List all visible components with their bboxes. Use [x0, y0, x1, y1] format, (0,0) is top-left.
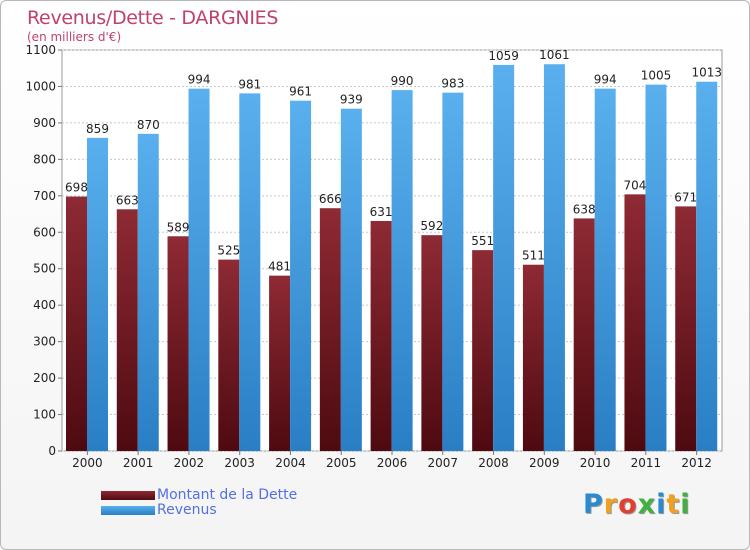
bar-debt: [66, 196, 87, 451]
data-label-revenus: 1005: [641, 69, 672, 83]
data-label-revenus: 1059: [488, 49, 519, 63]
bar-revenus: [696, 81, 718, 451]
chart-title: Revenus/Dette - DARGNIES: [27, 7, 279, 29]
y-tick-label: 500: [33, 262, 56, 276]
bar-debt: [421, 235, 443, 451]
data-label-debt: 511: [522, 249, 545, 263]
legend-label-debt: Montant de la Dette: [157, 487, 298, 503]
logo-letter: x: [637, 489, 657, 520]
bar-revenus: [391, 90, 413, 451]
data-label-debt: 631: [370, 205, 393, 219]
bars: [66, 64, 718, 452]
x-tick-label: 2010: [580, 456, 611, 470]
chart-subtitle: (en milliers d'€): [27, 30, 122, 44]
y-tick-label: 200: [33, 371, 56, 385]
y-tick-label: 600: [33, 225, 56, 239]
bar-debt: [624, 194, 646, 452]
x-tick-label: 2011: [631, 456, 662, 470]
data-labels: 698 859 663 870 589 994 525 981 481 961 666 939 631 9…: [65, 48, 722, 273]
y-tick-label: 300: [33, 335, 56, 349]
legend-swatch-revenus: [101, 506, 155, 515]
data-label-debt: 551: [471, 234, 494, 248]
data-label-debt: 638: [573, 202, 596, 216]
proxiti-logo: Proxiti: [583, 489, 691, 520]
bar-debt: [319, 208, 341, 451]
legend-label-revenus: Revenus: [157, 502, 217, 518]
y-axis: 0 100 200 300 400 500 600 700 800 900 1000 1100: [25, 43, 62, 458]
data-label-revenus: 1013: [691, 66, 722, 80]
y-tick-label: 1000: [25, 79, 56, 93]
bar-debt: [167, 236, 189, 451]
data-label-revenus: 859: [86, 122, 109, 136]
bar-debt: [573, 218, 595, 451]
data-label-debt: 589: [167, 220, 190, 234]
x-tick-label: 2009: [529, 456, 560, 470]
x-tick-label: 2004: [275, 456, 306, 470]
y-tick-label: 700: [33, 189, 56, 203]
logo-letter: r: [603, 489, 619, 520]
bar-revenus: [493, 64, 515, 452]
bar-revenus: [594, 88, 616, 451]
data-label-debt: 704: [624, 178, 647, 192]
data-label-debt: 663: [116, 193, 139, 207]
x-tick-label: 2012: [681, 456, 712, 470]
y-tick-label: 900: [33, 116, 56, 130]
data-label-revenus: 981: [238, 77, 261, 91]
x-tick-label: 2002: [174, 456, 205, 470]
y-tick-label: 400: [33, 298, 56, 312]
bar-debt: [370, 220, 392, 451]
bar-revenus: [87, 137, 108, 451]
bar-revenus: [137, 133, 159, 451]
bar-revenus: [290, 100, 312, 452]
bar-revenus: [645, 84, 667, 451]
logo-letter: i: [656, 489, 667, 520]
data-label-debt: 671: [674, 190, 697, 204]
x-tick-label: 2000: [72, 456, 103, 470]
data-label-revenus: 983: [441, 77, 464, 91]
x-tick-label: 2003: [224, 456, 255, 470]
logo-letter: t: [666, 489, 681, 520]
y-tick-label: 800: [33, 152, 56, 166]
logo-letter: i: [680, 489, 691, 520]
data-label-revenus: 939: [340, 93, 363, 107]
bar-debt: [269, 275, 291, 451]
data-label-debt: 698: [65, 181, 88, 195]
bar-debt: [472, 250, 494, 451]
bar-revenus: [442, 92, 464, 451]
data-label-debt: 481: [268, 260, 291, 274]
data-label-debt: 666: [319, 192, 342, 206]
data-label-revenus: 870: [137, 118, 160, 132]
x-tick-label: 2007: [427, 456, 458, 470]
legend-swatch-debt: [101, 491, 155, 500]
bar-revenus: [239, 93, 261, 451]
data-label-revenus: 1061: [539, 48, 570, 62]
bar-debt: [675, 206, 697, 451]
bar-debt: [522, 264, 544, 451]
y-tick-label: 0: [48, 444, 56, 458]
bar-debt: [218, 259, 240, 451]
data-label-debt: 592: [420, 219, 443, 233]
data-label-revenus: 961: [289, 85, 312, 99]
data-label-revenus: 990: [391, 74, 414, 88]
x-tick-label: 2001: [123, 456, 154, 470]
data-label-revenus: 994: [594, 73, 617, 87]
logo-letter: P: [583, 489, 604, 520]
bar-debt: [116, 209, 138, 451]
x-axis: 2000 2001 2002 2003 2004 2005 2006 2007 2008 2009…: [72, 451, 712, 470]
bar-revenus: [340, 108, 362, 451]
bar-revenus: [543, 64, 565, 451]
data-label-debt: 525: [217, 244, 240, 258]
data-label-revenus: 994: [188, 73, 211, 87]
y-tick-label: 1100: [25, 43, 56, 57]
x-tick-label: 2008: [478, 456, 509, 470]
y-tick-label: 100: [33, 408, 56, 422]
bar-revenus: [188, 88, 210, 451]
logo-letter: o: [618, 489, 638, 520]
x-tick-label: 2005: [326, 456, 357, 470]
x-tick-label: 2006: [377, 456, 408, 470]
